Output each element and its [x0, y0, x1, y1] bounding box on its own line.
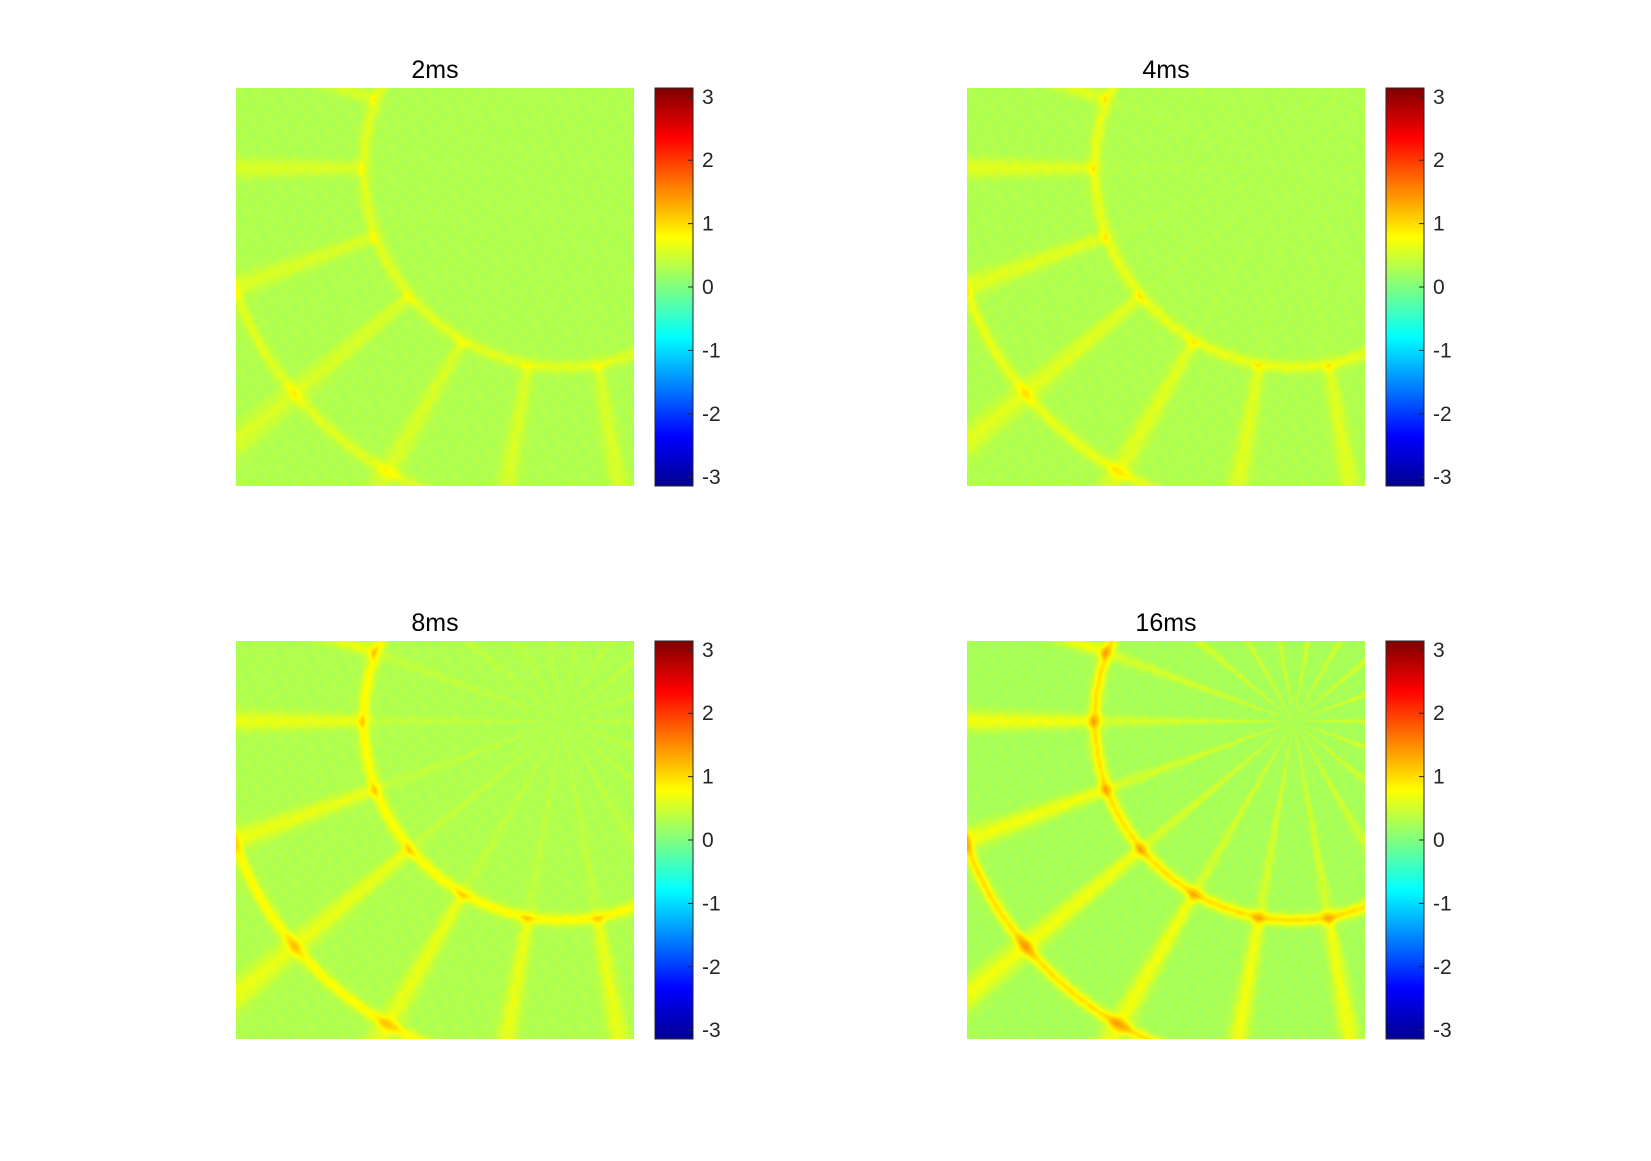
colorbar-tick-label: -3	[1433, 466, 1452, 489]
colorbar-tick-label: -3	[1433, 1019, 1452, 1042]
panel-title: 4ms	[1142, 56, 1189, 84]
panel-4ms: 4ms 3 2 1 0 -1 -2 -3	[967, 56, 1452, 489]
colorbar-tick-label: 3	[1433, 86, 1445, 109]
colorbar-tick-label: -1	[1433, 339, 1452, 362]
colorbar-tick-label: 1	[1433, 766, 1445, 789]
colorbar: 3 2 1 0 -1 -2 -3	[654, 639, 721, 1042]
colorbar-tick-label: -2	[702, 956, 721, 979]
colorbar-tick-label: 0	[1433, 276, 1445, 299]
colorbar-gradient	[654, 640, 694, 1040]
panel-16ms: 16ms 3 2 1 0 -1 -2 -3	[967, 609, 1452, 1042]
panel-2ms: 2ms 3 2 1 0 -1 -2 -3	[236, 56, 721, 489]
colorbar-tick-label: 2	[1433, 702, 1445, 725]
colorbar-tick-label: 0	[1433, 829, 1445, 852]
colorbar-tick-label: 2	[702, 149, 714, 172]
colorbar-tick-label: -2	[702, 403, 721, 426]
colorbar-tick-label: -2	[1433, 956, 1452, 979]
heatmap-image	[236, 641, 634, 1039]
colorbar-tick-label: 0	[702, 829, 714, 852]
heatmap-image	[236, 88, 634, 486]
colorbar-tick-label: -3	[702, 1019, 721, 1042]
colorbar-tick-label: -1	[702, 892, 721, 915]
colorbar-tick-label: -2	[1433, 403, 1452, 426]
heatmap-image	[967, 88, 1365, 486]
heatmap-image	[967, 641, 1365, 1039]
colorbar-gradient	[1385, 640, 1425, 1040]
colorbar-tick-label: 3	[702, 86, 714, 109]
colorbar-gradient	[1385, 87, 1425, 487]
colorbar-tick-label: -1	[702, 339, 721, 362]
colorbar-tick-label: 3	[702, 639, 714, 662]
panel-title: 16ms	[1135, 609, 1196, 637]
colorbar: 3 2 1 0 -1 -2 -3	[1385, 86, 1452, 489]
colorbar-tick-label: 1	[1433, 213, 1445, 236]
colorbar-tick-label: 1	[702, 213, 714, 236]
colorbar-tick-label: -1	[1433, 892, 1452, 915]
colorbar-tick-label: 2	[702, 702, 714, 725]
colorbar-tick-label: 2	[1433, 149, 1445, 172]
colorbar-tick-label: 3	[1433, 639, 1445, 662]
colorbar: 3 2 1 0 -1 -2 -3	[654, 86, 721, 489]
colorbar-tick-label: 0	[702, 276, 714, 299]
colorbar-tick-label: 1	[702, 766, 714, 789]
panel-title: 2ms	[411, 56, 458, 84]
colorbar: 3 2 1 0 -1 -2 -3	[1385, 639, 1452, 1042]
colorbar-tick-label: -3	[702, 466, 721, 489]
panel-8ms: 8ms 3 2 1 0 -1 -2 -3	[236, 609, 721, 1042]
colorbar-gradient	[654, 87, 694, 487]
panel-title: 8ms	[411, 609, 458, 637]
